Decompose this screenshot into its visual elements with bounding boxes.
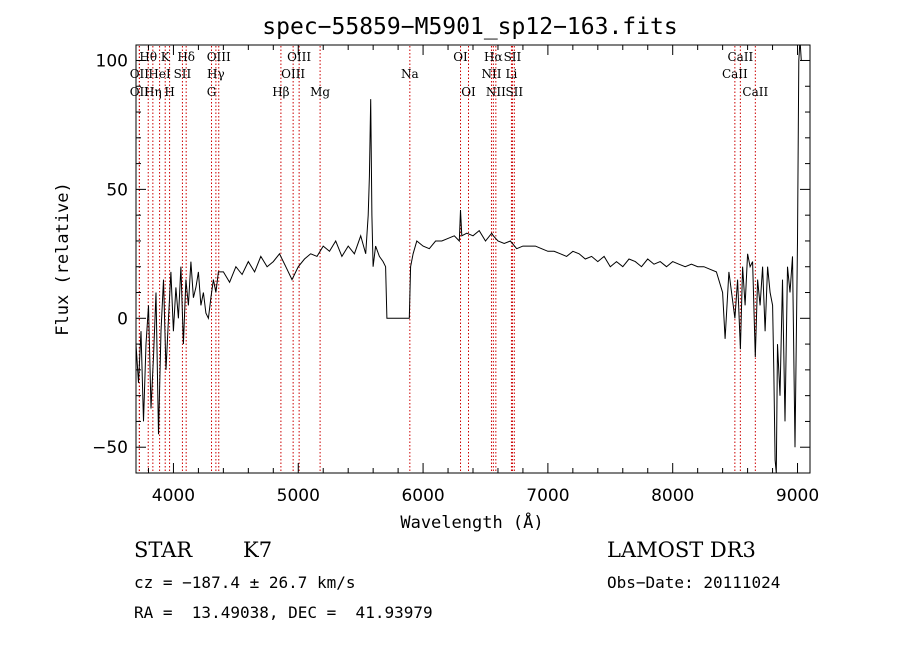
plot-frame <box>135 44 811 474</box>
line-label: HeI <box>148 67 171 81</box>
line-label: G <box>207 85 217 99</box>
plot-axes: 4000 5000 6000 7000 8000 9000 −50 0 50 100 <box>92 44 819 506</box>
line-label: Hδ <box>177 50 195 64</box>
line-label: Hθ <box>139 50 157 64</box>
line-label: CaII <box>742 85 768 99</box>
line-label: Li <box>506 67 518 81</box>
line-label: SII <box>504 50 522 64</box>
line-label: OI <box>453 50 468 64</box>
line-label: OIII <box>281 67 305 81</box>
x-tick-label: 9000 <box>776 486 819 506</box>
x-tick-label: 4000 <box>152 486 195 506</box>
line-label: CaII <box>727 50 753 64</box>
line-markers <box>138 46 756 472</box>
y-tick-label: 0 <box>117 309 128 329</box>
object-class: STAR <box>134 538 193 562</box>
line-label: Na <box>401 67 419 81</box>
line-label: Hβ <box>272 85 289 99</box>
line-label: SII <box>505 85 523 99</box>
line-label: NII <box>481 67 501 81</box>
line-label: Hη <box>144 85 162 99</box>
flux-line <box>136 45 803 473</box>
line-label: SII <box>174 67 192 81</box>
y-tick-label: 100 <box>96 51 128 71</box>
obs-date: Obs−Date: 20111024 <box>607 573 781 592</box>
line-label: NII <box>486 85 506 99</box>
line-label: H <box>164 85 174 99</box>
x-tick-label: 8000 <box>651 486 694 506</box>
line-label: CaII <box>722 67 748 81</box>
line-label: OII <box>130 85 150 99</box>
line-label: K <box>161 50 171 64</box>
survey-name: LAMOST DR3 <box>607 538 756 562</box>
y-tick-label: 50 <box>106 180 128 200</box>
line-label: Hγ <box>207 67 225 81</box>
y-tick-label: −50 <box>92 438 128 458</box>
coordinates: RA = 13.49038, DEC = 41.93979 <box>134 603 433 622</box>
x-tick-label: 7000 <box>526 486 569 506</box>
line-label: OIII <box>207 50 231 64</box>
line-label: Hα <box>484 50 503 64</box>
line-label: Mg <box>310 85 330 99</box>
chart-title: spec−55859−M5901_sp12−163.fits <box>262 14 677 40</box>
line-label: OII <box>130 67 150 81</box>
object-subclass: K7 <box>243 538 273 562</box>
flux-series <box>136 45 803 473</box>
y-axis-label: Flux (relative) <box>53 182 73 336</box>
redshift-readout: cz = −187.4 ± 26.7 km/s <box>134 573 356 592</box>
x-tick-label: 5000 <box>277 486 320 506</box>
line-label: OI <box>461 85 476 99</box>
x-axis-label: Wavelength (Å) <box>400 511 543 533</box>
x-tick-label: 6000 <box>401 486 444 506</box>
line-label: OIII <box>287 50 311 64</box>
